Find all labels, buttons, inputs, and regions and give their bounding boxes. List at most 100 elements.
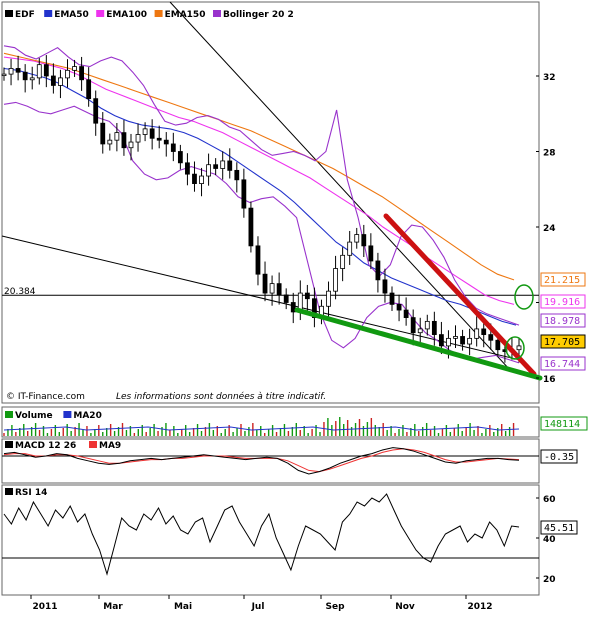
candle-body-55	[389, 292, 395, 305]
value-label-2: 18.978	[544, 316, 580, 327]
candle-body-8	[58, 77, 63, 86]
candle-body-31	[220, 160, 226, 169]
macd-value-box	[540, 449, 578, 464]
series-bollinger-upper	[3, 45, 520, 326]
volume-legend: Volume MA20	[5, 411, 102, 421]
rsi-ytick-label-60: 60	[543, 495, 556, 505]
price-legend-label-0: EDF	[15, 10, 35, 20]
x-tick-label-1: Mar	[103, 602, 123, 612]
candle-body-67	[474, 328, 480, 339]
price-legend-swatch-0	[5, 10, 13, 17]
candle-body-32	[227, 160, 233, 171]
value-box-0	[540, 272, 586, 287]
candle-body-9	[65, 69, 70, 79]
candle-body-18	[128, 141, 134, 149]
candle-body-7	[50, 75, 56, 86]
support-trendline	[294, 307, 543, 381]
candle-body-60	[424, 320, 430, 330]
candle-body-38	[269, 283, 275, 294]
candle-body-4	[29, 77, 35, 81]
value-box-2	[540, 313, 586, 328]
x-tick-label-6: 2012	[467, 602, 492, 612]
candle-body-24	[170, 143, 176, 152]
candle-body-3	[22, 71, 28, 81]
price-legend-swatch-3	[154, 10, 163, 17]
candle-body-15	[107, 139, 113, 145]
candle-body-6	[43, 64, 49, 77]
rsi-last-value: 45.51	[544, 523, 574, 534]
price-value-labels: 21.215 19.916 18.978 17.705 16.744	[540, 272, 586, 371]
candle-body-53	[375, 260, 381, 281]
candle-body-25	[177, 151, 183, 164]
diagonal-line-upper	[169, 1, 511, 371]
candle-body-19	[135, 134, 141, 143]
volume-legend-swatch-1	[63, 411, 72, 418]
candle-body-29	[206, 164, 211, 177]
series-ema50	[3, 67, 517, 326]
candle-body-48	[340, 254, 346, 269]
rsi-legend-label-0: RSI 14	[15, 488, 47, 498]
candle-body-50	[354, 234, 360, 243]
highlight-circle-upper	[514, 284, 534, 310]
candle-body-34	[241, 179, 247, 209]
macd-panel: MACD 12 26 MA9 -0.35	[1, 438, 578, 484]
volume-panel: Volume MA20 148114	[1, 406, 588, 438]
candle-body-59	[417, 328, 423, 334]
macd-line	[3, 447, 520, 475]
candle-body-51	[361, 234, 367, 247]
candle-body-65	[460, 336, 465, 345]
price-ytick-label-16: 16	[543, 375, 556, 385]
volume-panel-frame	[1, 406, 540, 438]
volume-legend-label-0: Volume	[15, 411, 53, 421]
price-panel-frame	[1, 1, 540, 404]
candle-body-47	[333, 268, 338, 292]
candle-body-27	[192, 173, 197, 184]
price-legend-label-4: Bollinger 20 2	[223, 10, 294, 20]
x-tick-label-3: Jul	[251, 602, 265, 612]
candle-body-37	[262, 273, 268, 294]
candle-body-70	[495, 339, 501, 351]
candle-body-68	[481, 328, 487, 335]
candle-body-58	[410, 317, 416, 334]
candle-body-17	[121, 132, 127, 149]
candle-body-2	[15, 68, 21, 73]
candle-body-44	[312, 298, 317, 319]
volume-bars	[3, 417, 520, 436]
x-tick-label-2: Mai	[174, 602, 192, 612]
x-tick-label-5: Nov	[395, 602, 415, 612]
volume-ma20-line	[3, 426, 520, 431]
highlight-circle-lower	[505, 336, 525, 360]
candle-body-43	[304, 292, 310, 300]
macd-legend-swatch-0	[5, 441, 13, 448]
x-axis: 2011 Mar Mai Jul Sep Nov 2012	[30, 595, 493, 612]
macd-panel-frame	[1, 438, 540, 484]
candle-body-61	[431, 320, 437, 335]
value-box-1	[540, 294, 586, 309]
rsi-line	[2, 493, 539, 576]
candle-body-57	[403, 309, 409, 318]
rsi-legend-swatch-0	[5, 488, 13, 495]
trendlines	[294, 213, 543, 381]
macd-legend-label-0: MACD 12 26	[15, 441, 76, 451]
candle-body-12	[86, 79, 92, 100]
rsi-ytick-label-20: 20	[543, 575, 556, 585]
macd-lines	[3, 447, 520, 475]
candle-body-28	[199, 175, 204, 184]
candle-body-69	[488, 334, 494, 341]
rsi-panel-frame	[1, 484, 540, 596]
price-legend: EDF EMA50 EMA100 EMA150 Bollinger 20 2	[5, 10, 294, 20]
price-decorations	[1, 1, 521, 371]
candle-body-56	[396, 303, 402, 311]
candle-body-73	[516, 345, 522, 351]
candle-body-22	[156, 137, 162, 141]
value-box-4	[540, 356, 586, 371]
rsi-legend: RSI 14	[5, 488, 47, 498]
price-ytick-label-28: 28	[543, 149, 556, 159]
candle-body-30	[213, 164, 219, 169]
candle-body-16	[114, 132, 120, 141]
candle-body-5	[36, 64, 42, 79]
candle-body-62	[438, 334, 444, 347]
rsi-value-box	[540, 520, 578, 535]
price-legend-label-3: EMA150	[165, 10, 206, 20]
diagonal-line-lower	[1, 235, 521, 361]
